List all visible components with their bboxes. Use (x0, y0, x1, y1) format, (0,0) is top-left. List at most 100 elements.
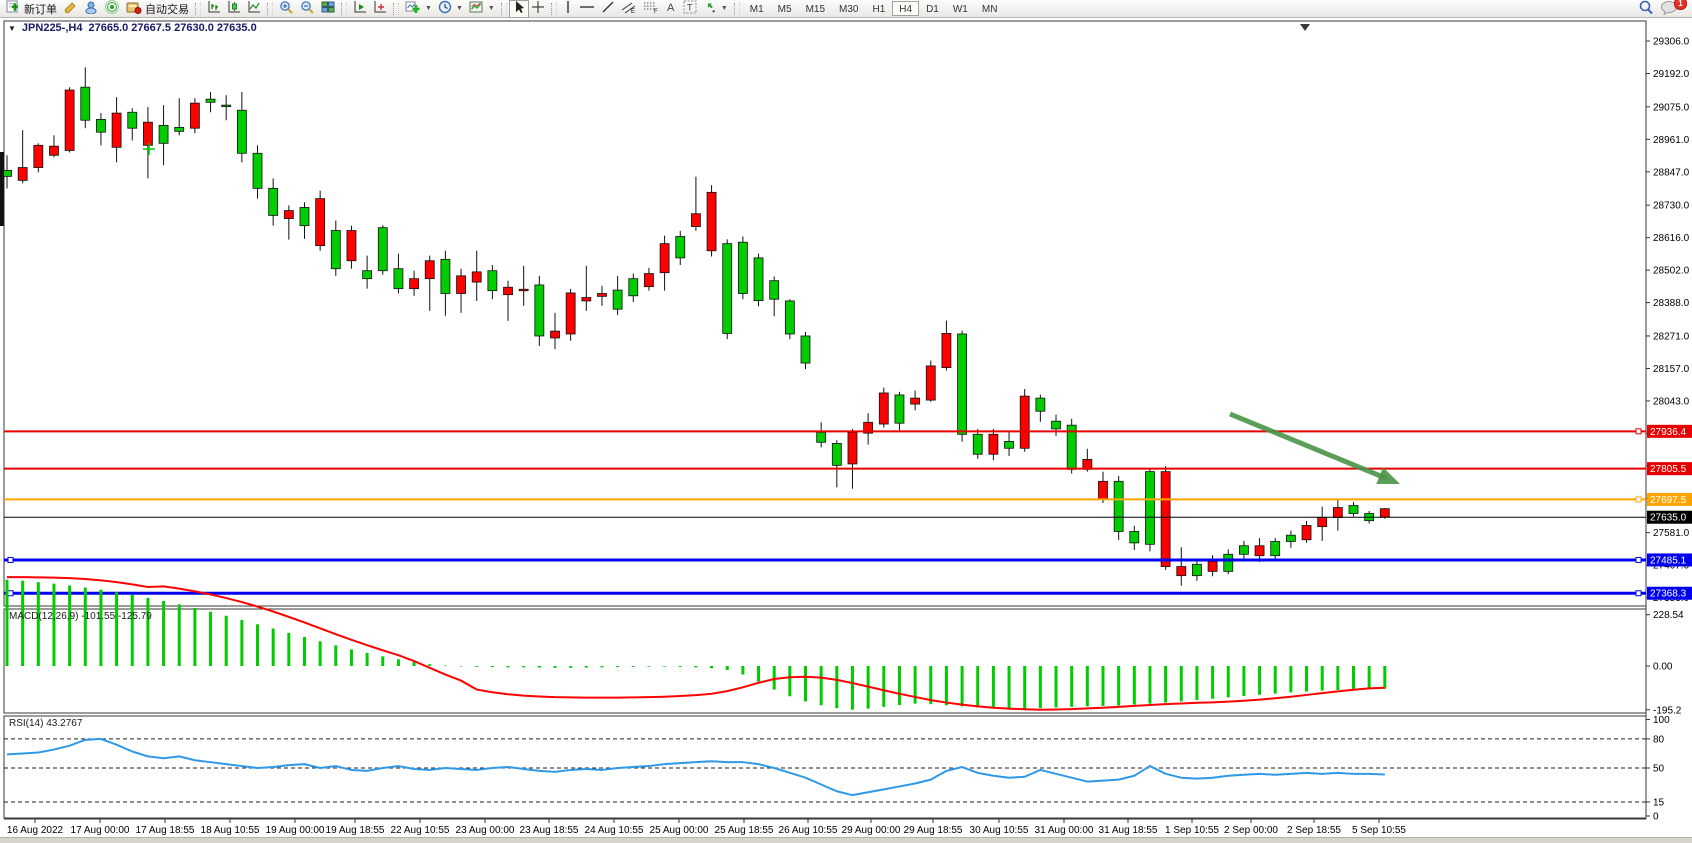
line-handle[interactable] (1635, 556, 1642, 563)
horizontal-line-tool-button[interactable] (576, 1, 598, 17)
time-label: 23 Aug 00:00 (456, 825, 515, 836)
text-tool-button[interactable]: A (662, 1, 680, 17)
new-order-button[interactable]: 新订单 (3, 0, 60, 17)
text-icon: A (665, 0, 677, 17)
timeframe-d1[interactable]: D1 (919, 1, 946, 16)
svg-text:29306.0: 29306.0 (1653, 37, 1690, 48)
time-label: 25 Aug 18:55 (715, 825, 774, 836)
svg-text:A: A (667, 2, 675, 14)
chat-button[interactable]: 1 (1657, 0, 1687, 17)
trendline-tool-button[interactable] (598, 1, 618, 17)
candlestick-series (2, 67, 1390, 586)
zoom-out-button[interactable] (297, 1, 318, 17)
scroll-end-marker[interactable] (1300, 24, 1310, 31)
bar-chart-mode-button[interactable] (204, 1, 224, 17)
candlestick-mode-button[interactable] (224, 1, 244, 17)
templates-button[interactable]: ▼ (466, 1, 498, 17)
signals-button[interactable] (102, 0, 123, 17)
svg-text:-195.2: -195.2 (1653, 705, 1682, 716)
tile-windows-button[interactable] (318, 1, 338, 17)
svg-text:27697.5: 27697.5 (1650, 495, 1687, 506)
styler-button[interactable] (60, 1, 81, 17)
tile-windows-icon (321, 0, 335, 17)
svg-text:28157.0: 28157.0 (1653, 364, 1690, 375)
time-label: 17 Aug 18:55 (136, 825, 195, 836)
search-icon (1638, 0, 1654, 18)
timeframe-w1[interactable]: W1 (946, 1, 975, 16)
channel-tool-button[interactable]: E (618, 1, 640, 17)
time-label: 31 Aug 18:55 (1099, 825, 1158, 836)
fibonacci-tool-button[interactable]: F (640, 1, 662, 17)
chart-canvas[interactable]: 29306.0 29192.0 29075.0 28961.0 28847.0 28730… (0, 18, 1692, 843)
time-label: 2 Sep 00:00 (1224, 825, 1278, 836)
svg-text:100: 100 (1653, 715, 1670, 726)
template-icon (469, 0, 484, 17)
new-order-icon (6, 0, 21, 17)
line-handle[interactable] (1635, 496, 1642, 503)
rsi-line (6, 737, 1385, 797)
timeframe-h4[interactable]: H4 (892, 1, 920, 16)
toolbar-grip (500, 2, 507, 15)
trend-arrow[interactable] (1229, 411, 1389, 481)
svg-text:0.00: 0.00 (1653, 662, 1673, 673)
svg-text:50: 50 (1653, 764, 1665, 775)
timeframe-m30[interactable]: M30 (832, 1, 865, 16)
svg-text:28730.0: 28730.0 (1653, 201, 1690, 212)
svg-text:28502.0: 28502.0 (1653, 266, 1690, 277)
new-order-label: 新订单 (24, 3, 57, 16)
line-handle[interactable] (7, 556, 14, 563)
time-label: 31 Aug 00:00 (1035, 825, 1094, 836)
toolbar-grip (195, 2, 201, 15)
line-handle[interactable] (1635, 428, 1642, 435)
vertical-line-tool-button[interactable] (560, 1, 576, 17)
chart-title: ▼ JPN225-,H4 27665.0 27667.5 27630.0 276… (8, 22, 257, 34)
toolbar-grip (550, 2, 557, 15)
crosshair-tool-button[interactable] (528, 1, 548, 17)
zoom-in-button[interactable] (276, 1, 297, 17)
time-axis[interactable]: 16 Aug 2022 17 Aug 00:00 17 Aug 18:55 18 Au… (4, 818, 1646, 836)
autotrade-button[interactable]: 自动交易 (123, 1, 192, 17)
time-label: 29 Aug 00:00 (842, 825, 901, 836)
rsi-value: 43.2767 (46, 718, 83, 729)
line-handle[interactable] (7, 590, 14, 597)
time-label: 22 Aug 10:55 (391, 825, 450, 836)
dropdown-caret: ▼ (425, 5, 432, 12)
rsi-indicator-label: RSI(14) 43.2767 (9, 718, 82, 729)
time-label: 26 Aug 10:55 (779, 825, 838, 836)
timeframe-m15[interactable]: M15 (799, 1, 832, 16)
plus-object-marker[interactable] (143, 143, 155, 155)
dropdown-caret: ▼ (487, 5, 495, 12)
macd-pane: 228.54 0.00 -195.2 (5, 576, 1684, 716)
svg-text:15: 15 (1653, 797, 1665, 808)
time-label: 25 Aug 00:00 (650, 825, 709, 836)
time-label: 5 Sep 10:55 (1352, 825, 1406, 836)
timeframe-mn[interactable]: MN (975, 1, 1005, 16)
arrows-tool-button[interactable]: ▼ (700, 1, 731, 17)
dropdown-caret: ▼ (720, 5, 728, 12)
text-label-tool-button[interactable]: T (680, 0, 700, 17)
trendline-icon (601, 0, 615, 17)
auto-scroll-button[interactable] (350, 1, 370, 17)
svg-text:28847.0: 28847.0 (1653, 167, 1690, 178)
toolbar-grip (393, 2, 399, 15)
chevron-down-icon[interactable]: ▼ (8, 23, 16, 33)
cursor-tool-button[interactable] (508, 0, 529, 18)
line-handle[interactable] (1635, 590, 1642, 597)
timeframe-h1[interactable]: H1 (865, 1, 892, 16)
svg-text:E: E (631, 9, 635, 14)
ohlc-readout: 27665.0 27667.5 27630.0 27635.0 (88, 22, 257, 34)
chart-shift-button[interactable] (370, 1, 390, 17)
brush-icon (63, 0, 78, 17)
timeframe-m5[interactable]: M5 (771, 1, 799, 16)
time-label: 17 Aug 00:00 (71, 825, 130, 836)
time-label: 30 Aug 10:55 (970, 825, 1029, 836)
line-chart-mode-button[interactable] (244, 1, 264, 17)
timeframe-m1[interactable]: M1 (743, 1, 771, 16)
indicators-button[interactable]: ▼ (402, 1, 435, 17)
arrows-icon (703, 0, 717, 17)
svg-text:28271.0: 28271.0 (1653, 331, 1690, 342)
search-button[interactable] (1635, 0, 1657, 18)
community-button[interactable] (81, 1, 102, 17)
periods-button[interactable]: ▼ (435, 0, 466, 17)
autotrade-label: 自动交易 (145, 3, 189, 16)
